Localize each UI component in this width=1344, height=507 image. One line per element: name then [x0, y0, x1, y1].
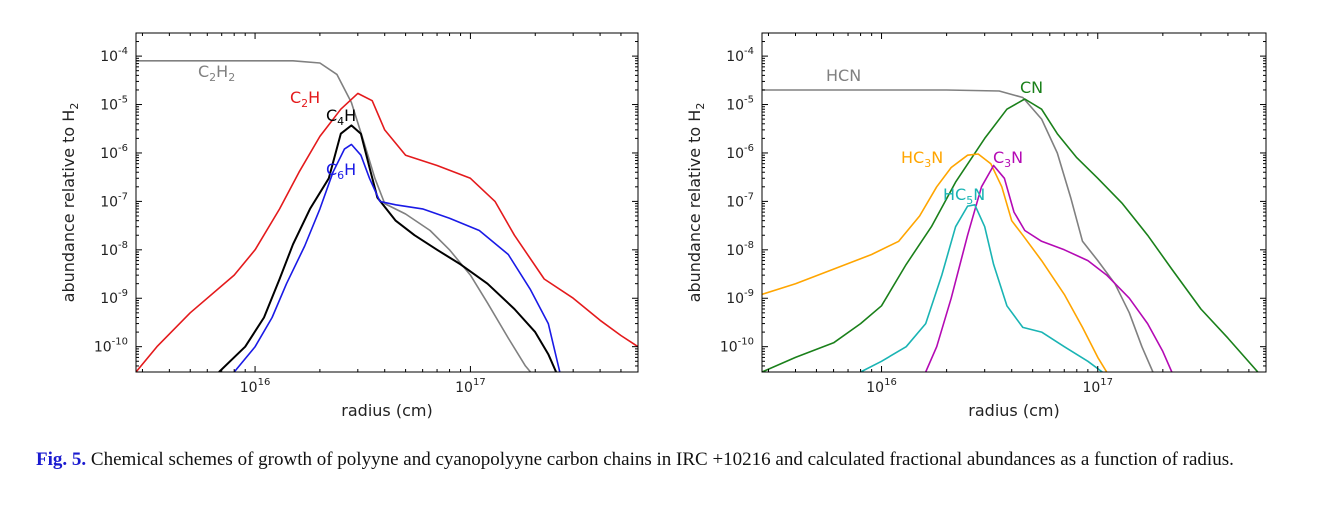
y-tick-label: 10-5: [726, 95, 754, 114]
caption-text: Chemical schemes of growth of polyyne an…: [90, 449, 1234, 470]
series-label-c3n: C3N: [993, 148, 1023, 170]
series-label-hc3n: HC3N: [901, 148, 943, 170]
series-line-c2h: [136, 92, 638, 372]
y-tick-label: 10-7: [726, 191, 754, 210]
series-line-cn: [762, 98, 1259, 372]
series-lines: [762, 89, 1259, 372]
series-line-c6h: [233, 143, 561, 372]
x-tick-label: 1016: [866, 377, 897, 396]
series-label-c2h2: C2H2: [198, 62, 235, 84]
y-tick-label: 10-9: [726, 288, 754, 307]
series-line-hcn: [762, 89, 1154, 372]
series-label-hc5n: HC5N: [943, 185, 985, 207]
series-label-c4h: C4H: [326, 106, 356, 128]
y-tick-label: 10-10: [720, 337, 754, 356]
series-lines: [136, 60, 638, 372]
caption-figure-label: Fig. 5.: [36, 449, 87, 470]
left-chart: 10-4 10-5 10-6 10-7 10-8 10-9 10-10 1016 1017 rad…: [59, 32, 639, 420]
x-tick-label: 1016: [240, 377, 271, 396]
y-tick-label: 10-8: [100, 240, 128, 259]
series-label-hcn: HCN: [826, 66, 861, 85]
y-tick-label: 10-4: [100, 46, 128, 65]
x-tick-label: 1017: [1082, 377, 1113, 396]
y-tick-label: 10-9: [100, 288, 128, 307]
series-line-c4h: [218, 124, 558, 372]
y-axis-label: abundance relative to H2: [685, 103, 707, 303]
series-line-hc5n: [860, 204, 1103, 372]
x-axis-label: radius (cm): [968, 401, 1059, 420]
plot-frame: [135, 32, 639, 373]
y-tick-label: 10-4: [726, 46, 754, 65]
series-line-hc3n: [762, 153, 1108, 372]
y-tick-label: 10-8: [726, 240, 754, 259]
y-tick-label: 10-10: [94, 337, 128, 356]
y-tick-label: 10-7: [100, 191, 128, 210]
right-chart: 10-4 10-5 10-6 10-7 10-8 10-9 10-10 1016 1017 rad…: [685, 32, 1267, 420]
series-line-c3n: [924, 164, 1173, 372]
y-axis-label: abundance relative to H2: [59, 103, 81, 303]
series-label-cn: CN: [1020, 78, 1043, 97]
y-tick-label: 10-5: [100, 95, 128, 114]
x-axis-label: radius (cm): [341, 401, 432, 420]
plot-frame: [761, 32, 1267, 373]
y-tick-label: 10-6: [100, 143, 128, 162]
figure-caption: Fig. 5. Chemical schemes of growth of po…: [36, 449, 1316, 471]
x-tick-label: 1017: [455, 377, 486, 396]
series-label-c6h: C6H: [326, 160, 356, 182]
y-tick-label: 10-6: [726, 143, 754, 162]
charts-figure: 10-4 10-5 10-6 10-7 10-8 10-9 10-10 1016 1017 rad…: [59, 32, 1267, 420]
series-label-c2h: C2H: [290, 88, 320, 110]
series-line-c2h2: [136, 60, 532, 372]
